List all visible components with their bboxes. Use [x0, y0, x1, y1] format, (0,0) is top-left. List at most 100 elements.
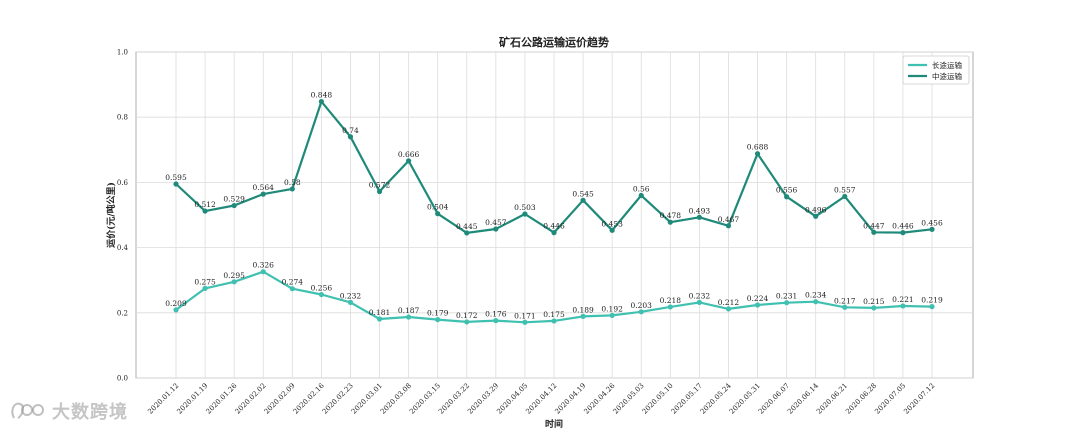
data-point — [202, 285, 208, 291]
data-point — [522, 211, 528, 217]
data-point — [784, 194, 790, 200]
data-label: 0.666 — [398, 150, 420, 159]
y-tick-label: 0.4 — [117, 244, 129, 252]
data-label: 0.218 — [660, 296, 682, 305]
data-point — [231, 279, 237, 285]
data-label: 0.232 — [340, 291, 362, 300]
data-point — [376, 316, 383, 322]
data-point — [725, 306, 732, 312]
data-label: 0.215 — [863, 297, 885, 306]
y-tick-label: 0.2 — [117, 309, 128, 317]
data-point — [376, 188, 383, 195]
data-label: 0.187 — [398, 306, 420, 315]
data-point — [464, 230, 470, 236]
data-label: 0.848 — [311, 91, 333, 100]
data-point — [842, 304, 848, 310]
data-point — [580, 197, 586, 203]
data-label: 0.467 — [718, 215, 740, 224]
data-point — [173, 307, 179, 313]
data-label: 0.275 — [194, 277, 216, 286]
data-label: 0.688 — [747, 143, 769, 152]
data-label: 0.503 — [514, 203, 536, 212]
data-point — [667, 304, 673, 310]
data-label: 0.446 — [892, 222, 914, 231]
data-label: 0.557 — [834, 185, 856, 194]
data-point — [609, 312, 615, 319]
data-point — [406, 314, 412, 320]
data-label: 0.256 — [311, 284, 333, 293]
data-point — [725, 223, 732, 229]
x-tick-label: 2020.07.12 — [902, 382, 936, 416]
data-label: 0.456 — [921, 218, 943, 227]
data-label: 0.217 — [834, 296, 856, 305]
data-label: 0.56 — [633, 184, 650, 193]
data-label: 0.203 — [630, 301, 652, 310]
data-label: 0.504 — [427, 203, 449, 212]
data-label: 0.326 — [252, 261, 274, 270]
data-point — [900, 230, 906, 236]
data-point — [493, 226, 499, 232]
data-label: 0.572 — [369, 181, 391, 190]
data-point — [231, 202, 237, 209]
data-point — [667, 219, 673, 225]
data-label: 0.171 — [514, 311, 535, 320]
watermark-text: 大数跨境 — [52, 402, 128, 423]
data-label: 0.209 — [165, 299, 187, 308]
data-label: 0.231 — [776, 292, 797, 301]
data-point — [871, 229, 877, 235]
data-label: 0.175 — [543, 310, 565, 319]
data-point — [929, 226, 935, 232]
data-point — [347, 299, 354, 305]
series-group — [173, 98, 935, 325]
y-ticks: 0.0 0.2 0.4 0.6 0.8 1.0 — [117, 49, 129, 383]
data-point — [551, 318, 557, 324]
y-axis-label: 运价(元/吨公里) — [105, 182, 117, 248]
data-point — [493, 318, 499, 324]
data-label: 0.447 — [863, 221, 885, 230]
data-labels: 0.209 0.275 0.295 0.326 0.274 0.256 0.232 0.181… — [165, 91, 943, 321]
data-label: 0.234 — [805, 291, 827, 300]
data-label: 0.295 — [223, 271, 245, 280]
data-point — [318, 291, 324, 298]
data-label: 0.445 — [456, 222, 478, 231]
data-point — [929, 304, 935, 310]
data-label: 0.172 — [456, 311, 478, 320]
data-point — [638, 192, 644, 199]
data-label: 0.74 — [342, 126, 359, 135]
brand-logo-icon — [11, 402, 44, 419]
y-tick-label: 1.0 — [117, 49, 128, 57]
data-point — [289, 186, 295, 192]
data-point — [435, 211, 441, 217]
data-label: 0.192 — [601, 304, 623, 313]
data-label: 0.221 — [892, 295, 913, 304]
data-label: 0.529 — [223, 195, 245, 204]
data-point — [871, 305, 877, 311]
legend-label: 中途运输 — [932, 71, 962, 81]
data-point — [464, 319, 470, 325]
data-point — [347, 134, 354, 140]
data-label: 0.274 — [282, 278, 304, 287]
data-label: 0.453 — [601, 219, 623, 228]
data-label: 0.457 — [485, 218, 507, 227]
data-point — [784, 300, 790, 306]
y-tick-label: 0.6 — [117, 179, 129, 187]
data-point — [609, 227, 615, 233]
data-point — [638, 309, 644, 315]
data-point — [173, 181, 179, 187]
data-point — [900, 303, 906, 309]
data-point — [813, 299, 819, 305]
x-ticks: 2020.01.122020.01.192020.01.262020.02.02… — [146, 381, 936, 415]
data-point — [754, 151, 761, 157]
data-point — [522, 319, 528, 325]
data-point — [813, 213, 819, 219]
data-label: 0.512 — [194, 200, 216, 209]
data-point — [696, 214, 702, 220]
y-tick-label: 0.0 — [117, 375, 128, 383]
data-label: 0.478 — [660, 211, 682, 220]
data-point — [202, 208, 208, 214]
data-label: 0.564 — [252, 183, 274, 192]
data-point — [551, 230, 557, 236]
watermark: 大数跨境 — [10, 398, 128, 424]
